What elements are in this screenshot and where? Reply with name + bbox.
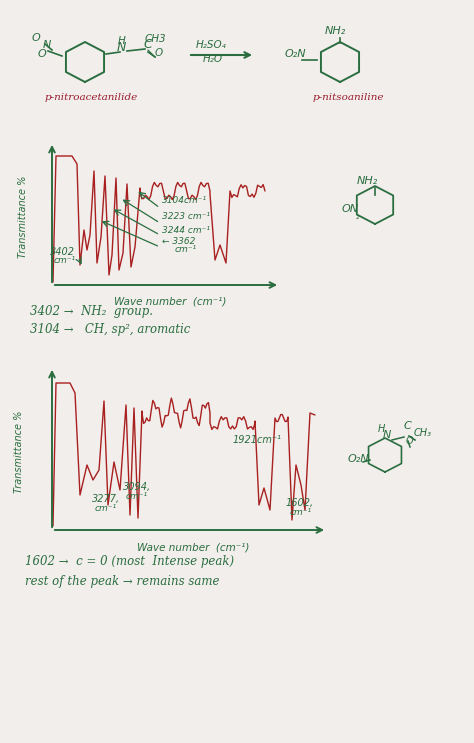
- Text: O₂N: O₂N: [285, 49, 307, 59]
- Text: O: O: [406, 436, 414, 446]
- Text: N: N: [117, 41, 127, 54]
- Text: CH₃: CH₃: [414, 428, 432, 438]
- Text: CH3: CH3: [145, 34, 167, 44]
- Text: Wave number  (cm⁻¹): Wave number (cm⁻¹): [137, 542, 250, 552]
- Text: ON: ON: [342, 204, 359, 214]
- Text: 3094,: 3094,: [123, 482, 151, 492]
- Text: ← 3362: ← 3362: [162, 237, 195, 246]
- Text: p-nitroacetanilide: p-nitroacetanilide: [45, 93, 138, 102]
- Text: O₂N: O₂N: [348, 454, 370, 464]
- Text: cm⁻¹: cm⁻¹: [54, 256, 76, 265]
- Text: 1602 →  c = 0 (most  Intense peak): 1602 → c = 0 (most Intense peak): [25, 555, 234, 568]
- Text: ₂: ₂: [356, 212, 359, 221]
- Text: Transmittance %: Transmittance %: [18, 175, 28, 258]
- Text: 1602,: 1602,: [286, 498, 314, 508]
- Text: N: N: [43, 40, 51, 50]
- Text: rest of the peak → remains same: rest of the peak → remains same: [25, 575, 219, 588]
- Text: cm⁻¹: cm⁻¹: [175, 245, 197, 254]
- Text: C: C: [404, 421, 412, 431]
- Text: H: H: [378, 424, 385, 434]
- Text: 3277,: 3277,: [92, 494, 120, 504]
- Text: Wave number  (cm⁻¹): Wave number (cm⁻¹): [114, 297, 226, 307]
- Text: N: N: [383, 430, 392, 440]
- Text: 1921cm⁻¹: 1921cm⁻¹: [233, 435, 282, 445]
- Text: NH₂: NH₂: [325, 26, 346, 36]
- Text: cm⁻¹: cm⁻¹: [290, 508, 312, 517]
- Text: H₂O: H₂O: [203, 54, 223, 64]
- Text: cm⁻¹: cm⁻¹: [95, 504, 117, 513]
- Text: NH₂: NH₂: [357, 176, 378, 186]
- Text: 3244 cm⁻¹: 3244 cm⁻¹: [162, 226, 210, 235]
- Text: 3402 →  NH₂  group.: 3402 → NH₂ group.: [30, 305, 153, 318]
- Text: O: O: [32, 33, 41, 43]
- Text: 3402: 3402: [50, 247, 75, 257]
- Text: O: O: [155, 48, 163, 58]
- Text: H: H: [118, 36, 126, 46]
- Text: p-nitsoaniline: p-nitsoaniline: [313, 93, 384, 102]
- Text: 3223 cm⁻¹: 3223 cm⁻¹: [162, 212, 210, 221]
- Text: H₂SO₄: H₂SO₄: [196, 40, 227, 50]
- Text: 3104cm⁻¹: 3104cm⁻¹: [162, 196, 207, 205]
- Text: C: C: [143, 38, 152, 51]
- Text: O: O: [38, 49, 47, 59]
- Text: 3104 →   CH, sp², aromatic: 3104 → CH, sp², aromatic: [30, 323, 191, 336]
- Text: Transmittance %: Transmittance %: [14, 410, 24, 493]
- Text: cm⁻¹: cm⁻¹: [126, 492, 148, 501]
